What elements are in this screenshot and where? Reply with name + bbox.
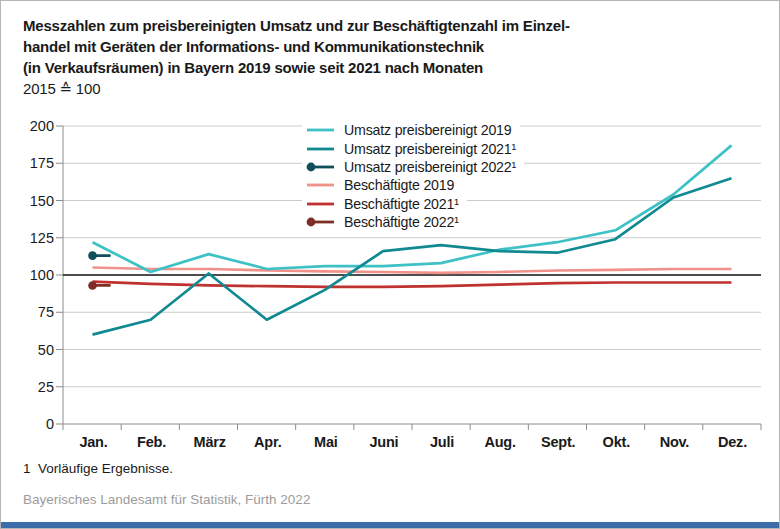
legend-line-marker-icon	[304, 124, 337, 136]
x-tick-label-apr: Apr.	[254, 434, 282, 450]
legend-line-marker-icon	[304, 198, 337, 210]
x-tick-label-m-rz: März	[194, 434, 226, 450]
legend-item-umsatz-preisbereinigt-2019: Umsatz preisbereinigt 2019	[302, 121, 520, 139]
line-chart-plot-area: 0 25 50 75 100 125 150 175 200 Jan. Feb. März Apr. Ma…	[1, 1, 780, 529]
x-tick-label-dez: Dez.	[718, 434, 747, 450]
x-tick-label-feb: Feb.	[137, 434, 166, 450]
source-attribution: Bayerisches Landesamt für Statistik, Für…	[23, 492, 310, 507]
legend-item-umsatz-preisbereinigt-2021: Umsatz preisbereinigt 2021¹	[302, 139, 524, 157]
y-tick-label-150: 150	[30, 193, 54, 209]
legend-line-marker-icon	[304, 143, 337, 155]
legend-label: Umsatz preisbereinigt 2022¹	[344, 159, 516, 175]
x-tick-label-nov: Nov.	[660, 434, 690, 450]
x-tick-label-juli: Juli	[430, 434, 454, 450]
y-tick-label-75: 75	[38, 304, 54, 320]
series-umsatz-preisbereinigt-2022-marker-dot	[88, 251, 97, 260]
legend-label: Umsatz preisbereinigt 2021¹	[344, 141, 516, 157]
footnote: 1 Vorläufige Ergebnisse.	[23, 461, 173, 476]
series-besch-ftigte-2021	[93, 282, 732, 287]
legend-item-besch-ftigte-2021: Beschäftigte 2021¹	[302, 195, 467, 213]
x-tick-label-aug: Aug.	[484, 434, 516, 450]
y-tick-label-50: 50	[38, 342, 54, 358]
bottom-accent-bar	[1, 522, 779, 528]
y-tick-label-25: 25	[38, 379, 54, 395]
statistics-chart-page: Messzahlen zum preisbereinigten Umsatz u…	[0, 0, 780, 529]
legend-dot-line-marker-icon	[304, 161, 337, 173]
legend-label: Umsatz preisbereinigt 2019	[344, 122, 512, 138]
series-besch-ftigte-2019	[93, 268, 732, 273]
x-tick-label-juni: Juni	[369, 434, 398, 450]
legend-item-besch-ftigte-2022: Beschäftigte 2022¹	[302, 213, 467, 231]
legend-dot-line-marker-icon	[304, 216, 337, 228]
legend-item-besch-ftigte-2019: Beschäftigte 2019	[302, 176, 462, 194]
y-tick-label-175: 175	[30, 155, 54, 171]
legend-label: Beschäftigte 2019	[344, 177, 454, 193]
legend-item-umsatz-preisbereinigt-2022: Umsatz preisbereinigt 2022¹	[302, 158, 524, 176]
chart-legend: Umsatz preisbereinigt 2019 Umsatz preisbe…	[302, 121, 524, 231]
legend-label: Beschäftigte 2021¹	[344, 196, 459, 212]
x-tick-label-jan: Jan.	[79, 434, 107, 450]
x-tick-label-sept: Sept.	[541, 434, 576, 450]
y-tick-label-100: 100	[30, 267, 54, 283]
y-tick-label-200: 200	[30, 118, 54, 134]
y-tick-label-0: 0	[46, 416, 54, 432]
series-besch-ftigte-2022-marker-dot	[88, 281, 97, 290]
legend-line-marker-icon	[304, 179, 337, 191]
y-tick-label-125: 125	[30, 230, 54, 246]
legend-label: Beschäftigte 2022¹	[344, 214, 459, 230]
x-tick-label-okt: Okt.	[603, 434, 631, 450]
x-tick-label-mai: Mai	[314, 434, 338, 450]
